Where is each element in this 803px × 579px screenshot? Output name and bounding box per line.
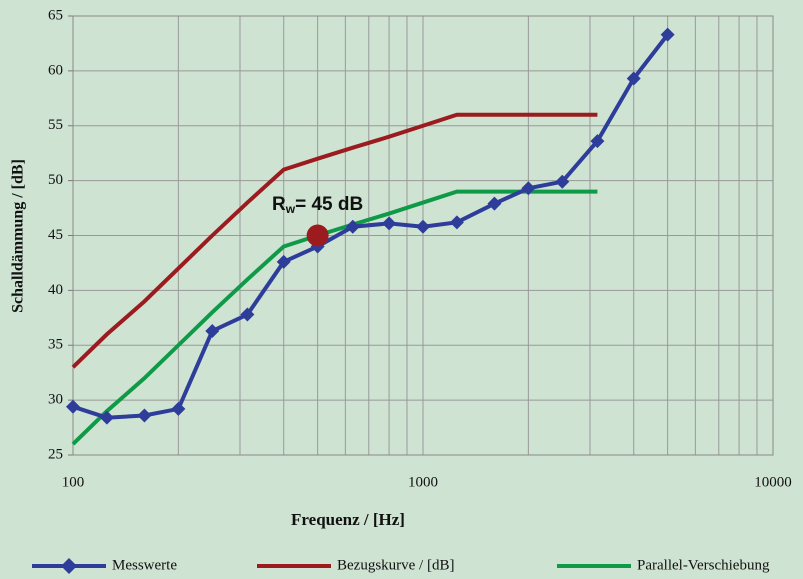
data-point bbox=[449, 215, 464, 230]
legend-label: Parallel-Verschiebung bbox=[637, 557, 770, 573]
annotation: Rw= 45 dB bbox=[272, 194, 363, 216]
data-point bbox=[276, 254, 291, 269]
y-tick-label: 65 bbox=[48, 7, 63, 23]
series-line bbox=[71, 112, 598, 369]
data-point bbox=[626, 71, 641, 86]
data-point bbox=[487, 196, 502, 211]
data-point bbox=[66, 399, 80, 414]
x-tick-label: 10000 bbox=[754, 474, 792, 490]
data-point bbox=[345, 219, 360, 234]
y-tick-label: 50 bbox=[48, 172, 63, 188]
x-tick-label: 1000 bbox=[408, 474, 438, 490]
data-point bbox=[521, 181, 536, 196]
annotation-marker bbox=[306, 224, 329, 247]
series-line bbox=[71, 189, 598, 446]
y-axis-label: Schalldämmung / [dB] bbox=[10, 159, 27, 313]
data-point bbox=[240, 307, 255, 322]
data-point bbox=[382, 216, 397, 231]
legend-marker bbox=[61, 558, 77, 574]
y-tick-label: 45 bbox=[48, 227, 63, 243]
data-point bbox=[416, 219, 430, 234]
y-tick-label: 60 bbox=[48, 62, 63, 78]
x-tick-label: 100 bbox=[62, 474, 85, 490]
data-point bbox=[137, 408, 152, 423]
y-tick-label: 55 bbox=[48, 117, 63, 133]
data-point bbox=[590, 134, 605, 149]
y-tick-label: 40 bbox=[48, 282, 63, 298]
x-axis-label: Frequenz / [Hz] bbox=[291, 510, 405, 529]
data-point bbox=[660, 27, 675, 42]
data-point bbox=[99, 410, 114, 425]
data-point bbox=[205, 323, 220, 338]
annotation-part: = 45 dB bbox=[295, 194, 363, 215]
data-point bbox=[171, 401, 186, 416]
y-tick-label: 25 bbox=[48, 446, 63, 462]
legend-label: Messwerte bbox=[112, 557, 177, 573]
y-tick-label: 35 bbox=[48, 337, 63, 353]
legend-label: Bezugskurve / [dB] bbox=[337, 557, 454, 573]
annotation-part: w bbox=[285, 202, 296, 216]
plot-frame bbox=[72, 15, 774, 456]
data-point bbox=[555, 174, 570, 189]
y-tick-label: 30 bbox=[48, 392, 63, 408]
annotation-part: R bbox=[272, 194, 286, 215]
